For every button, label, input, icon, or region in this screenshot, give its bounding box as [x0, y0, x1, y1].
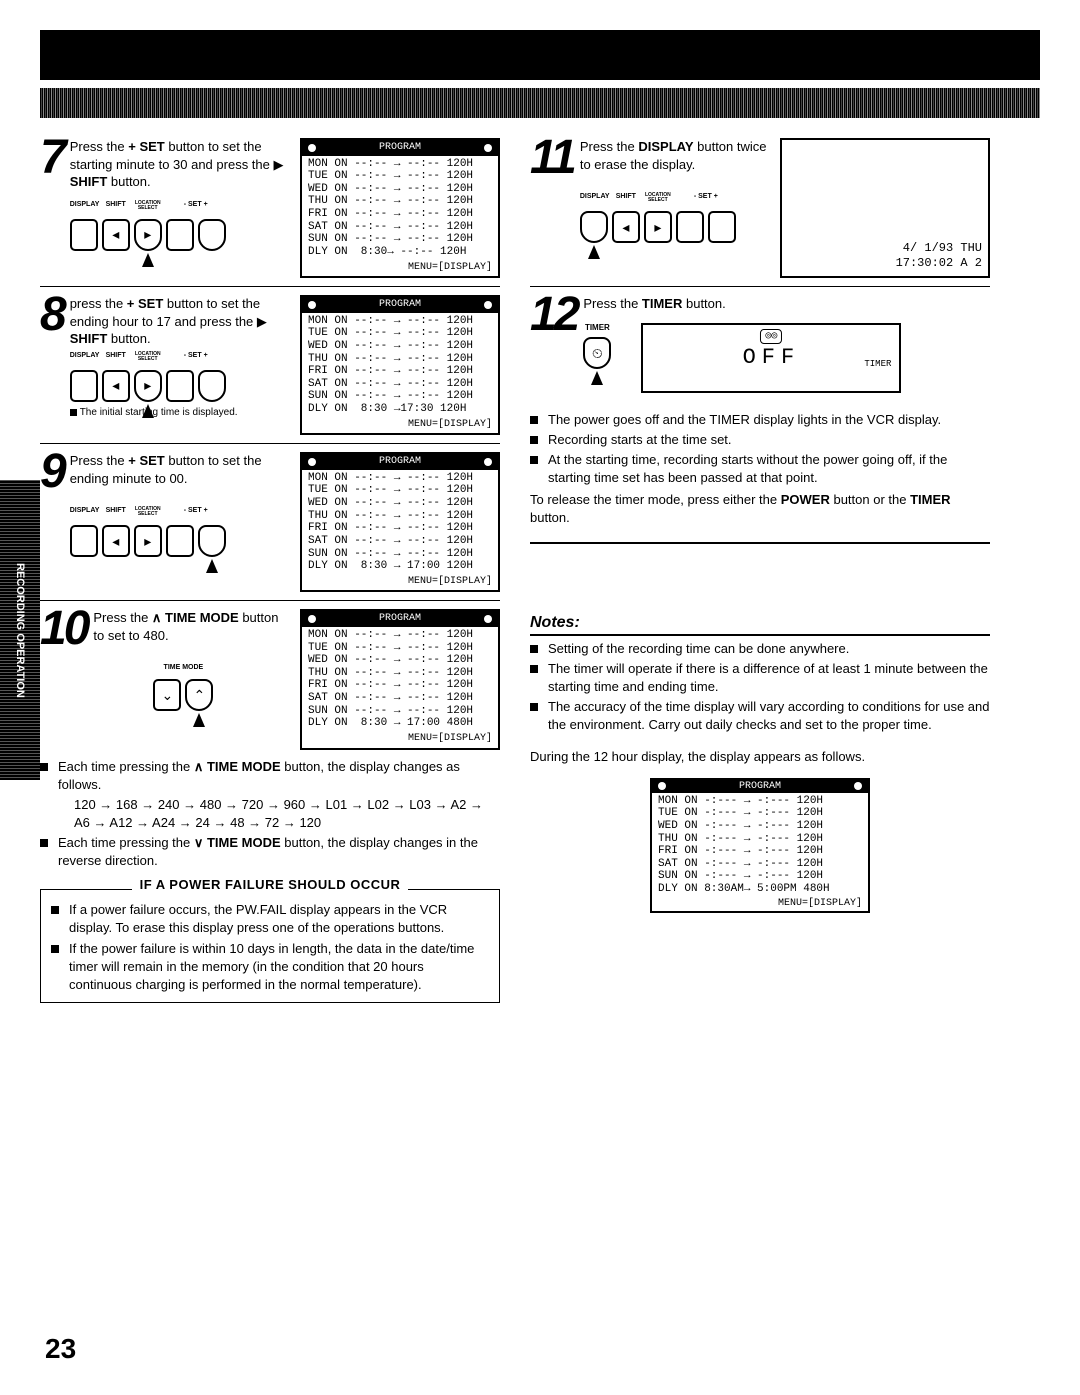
step-12-text: Press the TIMER button.	[583, 295, 990, 313]
release-text: To release the timer mode, press either …	[530, 491, 990, 527]
step-12: 12 Press the TIMER button. TIMER ⏲ ◎◎ OF…	[530, 295, 990, 393]
step-8-text: press the + SET button to set the ending…	[70, 295, 290, 435]
step-9: 9 Press the + SET button to set the endi…	[40, 452, 500, 592]
off-display: ◎◎ OFF TIMER	[641, 323, 901, 393]
step-8: 8 press the + SET button to set the endi…	[40, 295, 500, 435]
set-minus-button[interactable]	[166, 525, 194, 557]
step-7-program: PROGRAM MON ON --:-- → --:-- 120H TUE ON…	[300, 138, 500, 278]
set-minus-button[interactable]	[676, 211, 704, 243]
step-7-number: 7	[40, 138, 64, 179]
shift-left-button[interactable]: ◂	[612, 211, 640, 243]
step-12-number: 12	[530, 295, 577, 336]
main-columns: 7 Press the + SET button to set the star…	[40, 138, 1040, 1003]
set-plus-button[interactable]	[198, 370, 226, 402]
vcr-display: 4/ 1/93 THU 17:30:02 A 2	[780, 138, 990, 278]
step-7-text: Press the + SET button to set the starti…	[70, 138, 290, 278]
step-8-program: PROGRAM MON ON --:-- → --:-- 120H TUE ON…	[300, 295, 500, 435]
step-10-bullets: Each time pressing the ∧ TIME MODE butto…	[40, 758, 500, 871]
shift-right-button[interactable]: ▸	[134, 525, 162, 557]
step-8-number: 8	[40, 295, 64, 336]
step-9-number: 9	[40, 452, 64, 493]
right-column: 11 Press the DISPLAY button twice to era…	[530, 138, 990, 1003]
top-black-bar	[40, 30, 1040, 80]
during-text: During the 12 hour display, the display …	[530, 749, 990, 764]
left-column: 7 Press the + SET button to set the star…	[40, 138, 500, 1003]
notes-bullets: Setting of the recording time can be don…	[530, 640, 990, 735]
set-plus-button[interactable]	[198, 525, 226, 557]
display-button[interactable]	[70, 219, 98, 251]
notes-title: Notes:	[530, 614, 990, 636]
shift-right-button[interactable]: ▸	[644, 211, 672, 243]
step-11: 11 Press the DISPLAY button twice to era…	[530, 138, 990, 278]
step-10: 10 Press the ∧ TIME MODE button to set t…	[40, 609, 500, 749]
step-7: 7 Press the + SET button to set the star…	[40, 138, 500, 278]
step-9-text: Press the + SET button to set the ending…	[70, 452, 290, 592]
set-plus-button[interactable]	[198, 219, 226, 251]
step-10-text: Press the ∧ TIME MODE button to set to 4…	[93, 609, 290, 749]
display-button[interactable]	[70, 525, 98, 557]
page-number: 23	[45, 1333, 76, 1365]
timer-button[interactable]: ⏲	[583, 337, 611, 369]
shift-left-button[interactable]: ◂	[102, 219, 130, 251]
notes-rows: MON ON -:--- → -:--- 120H TUE ON -:--- →…	[652, 793, 868, 898]
display-button[interactable]	[580, 211, 608, 243]
reel-icon: ◎◎	[760, 329, 782, 345]
step-11-number: 11	[530, 138, 574, 179]
time-mode-down-button[interactable]: ⌄	[153, 679, 181, 711]
step-10-program: PROGRAM MON ON --:-- → --:-- 120H TUE ON…	[300, 609, 500, 749]
step-8-rows: MON ON --:-- → --:-- 120H TUE ON --:-- →…	[302, 313, 498, 418]
shift-right-button[interactable]: ▸	[134, 219, 162, 251]
notes-program: PROGRAM MON ON -:--- → -:--- 120H TUE ON…	[650, 778, 870, 913]
spine-label: RECORDING OPERATION	[0, 480, 40, 780]
set-minus-button[interactable]	[166, 219, 194, 251]
power-failure-box: IF A POWER FAILURE SHOULD OCCUR If a pow…	[40, 889, 500, 1003]
step-12-bullets: The power goes off and the TIMER display…	[530, 411, 990, 488]
time-mode-up-button[interactable]: ⌃	[185, 679, 213, 711]
display-button[interactable]	[70, 370, 98, 402]
step-10-number: 10	[40, 609, 87, 650]
grainy-header	[40, 88, 1040, 118]
step-9-rows: MON ON --:-- → --:-- 120H TUE ON --:-- →…	[302, 470, 498, 575]
step-10-rows: MON ON --:-- → --:-- 120H TUE ON --:-- →…	[302, 627, 498, 732]
shift-left-button[interactable]: ◂	[102, 525, 130, 557]
step-9-program: PROGRAM MON ON --:-- → --:-- 120H TUE ON…	[300, 452, 500, 592]
step-7-rows: MON ON --:-- → --:-- 120H TUE ON --:-- →…	[302, 156, 498, 261]
shift-left-button[interactable]: ◂	[102, 370, 130, 402]
set-minus-button[interactable]	[166, 370, 194, 402]
shift-right-button[interactable]: ▸	[134, 370, 162, 402]
set-plus-button[interactable]	[708, 211, 736, 243]
step-11-text: Press the DISPLAY button twice to erase …	[580, 138, 770, 278]
